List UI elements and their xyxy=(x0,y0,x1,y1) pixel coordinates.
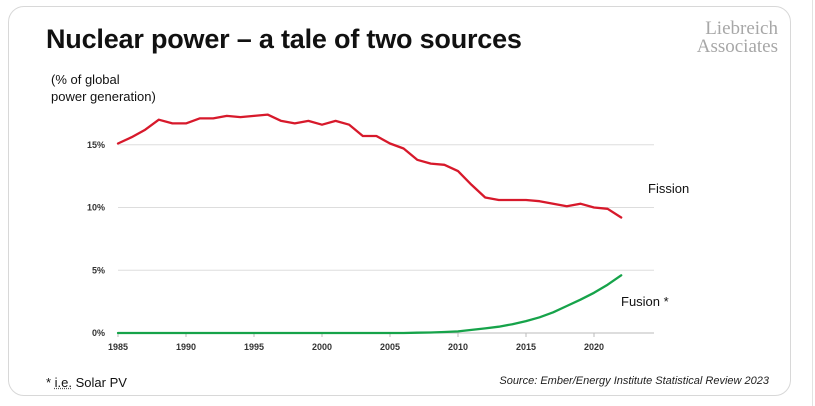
source-note: Source: Ember/Energy Institute Statistic… xyxy=(499,375,769,387)
y-axis-label-line-2: power generation) xyxy=(51,89,156,104)
x-tick-label: 2010 xyxy=(448,342,468,352)
chart-card xyxy=(8,6,791,396)
x-tick-label: 1995 xyxy=(244,342,264,352)
footnote-marker: * xyxy=(46,375,55,390)
footnote-abbreviation: i.e. xyxy=(54,375,73,390)
y-tick-label: 10% xyxy=(87,203,105,213)
series-label-fusion: Fusion * xyxy=(621,294,669,309)
footnote: * i.e. Solar PV xyxy=(46,375,127,390)
y-axis-label-line-1: (% of global xyxy=(51,72,120,87)
x-tick-label: 2020 xyxy=(584,342,604,352)
logo-line-2: Associates xyxy=(696,36,778,57)
logo: Liebreich Associates xyxy=(668,18,778,57)
y-axis-label: (% of global power generation) xyxy=(51,71,191,105)
series-label-fission: Fission xyxy=(648,181,689,196)
footnote-text: Solar PV xyxy=(72,375,127,390)
y-tick-label: 5% xyxy=(92,265,105,275)
x-tick-label: 2015 xyxy=(516,342,536,352)
x-tick-label: 2000 xyxy=(312,342,332,352)
y-tick-label: 15% xyxy=(87,140,105,150)
x-tick-label: 1990 xyxy=(176,342,196,352)
x-tick-label: 1985 xyxy=(108,342,128,352)
chart-title: Nuclear power – a tale of two sources xyxy=(46,24,522,54)
series-line-fission xyxy=(116,113,623,219)
logo-line-1: Liebreich xyxy=(705,18,778,39)
series-line-fusion xyxy=(116,274,623,335)
y-tick-label: 0% xyxy=(92,328,105,338)
x-tick-label: 2005 xyxy=(380,342,400,352)
page-edge xyxy=(812,0,813,406)
